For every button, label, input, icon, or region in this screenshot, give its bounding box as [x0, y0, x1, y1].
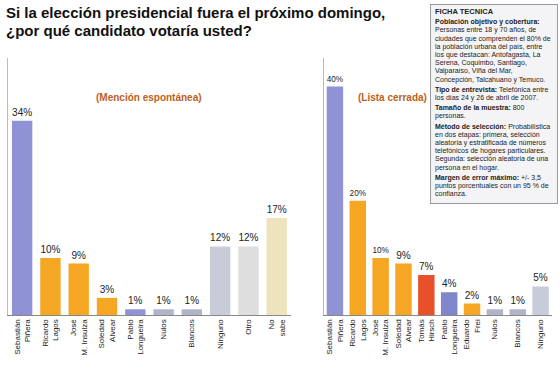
svg-text:Nulos: Nulos [159, 319, 168, 339]
svg-text:12%: 12% [210, 232, 230, 243]
svg-text:9%: 9% [396, 250, 411, 261]
svg-text:34%: 34% [12, 107, 32, 118]
svg-text:40%: 40% [327, 75, 343, 84]
svg-text:TomásHirsch: TomásHirsch [417, 319, 436, 343]
svg-text:4%: 4% [442, 278, 457, 289]
svg-text:SebastiánPiñera: SebastiánPiñera [13, 319, 32, 355]
html-text:Tipo de entrevista: Telefónica: Tipo de entrevista: Telefónica entre los… [435, 85, 549, 101]
svg-text:SoledadAlvear: SoledadAlvear [394, 319, 413, 349]
svg-text:SoledadAlvear: SoledadAlvear [97, 319, 116, 349]
svg-text:1%: 1% [488, 295, 503, 306]
svg-text:PabloLongueira: PabloLongueira [440, 319, 459, 355]
svg-text:JoséM. Insulza: JoséM. Insulza [69, 319, 88, 356]
svg-text:1%: 1% [185, 295, 200, 306]
html-text:Personas entre 18 y 70 años, d: Personas entre 18 y 70 años, de ciudades… [435, 26, 551, 83]
svg-text:Blancos: Blancos [513, 319, 522, 347]
svg-text:RicardoLagos: RicardoLagos [348, 319, 367, 347]
svg-text:Otro: Otro [244, 319, 253, 335]
svg-text:12%: 12% [238, 232, 258, 243]
svg-text:10%: 10% [40, 244, 60, 255]
svg-text:Nulos: Nulos [490, 319, 499, 339]
svg-text:10%: 10% [372, 246, 388, 255]
svg-text:17%: 17% [267, 204, 287, 215]
svg-text:3%: 3% [100, 284, 115, 295]
svg-text:JoséM. Insulza: JoséM. Insulza [371, 319, 390, 356]
svg-text:5%: 5% [533, 272, 548, 283]
svg-text:7%: 7% [419, 261, 434, 272]
svg-text:Nosabe: Nosabe [267, 319, 286, 337]
svg-text:(Mención espontánea): (Mención espontánea) [96, 92, 202, 103]
svg-text:9%: 9% [71, 250, 86, 261]
svg-text:Ninguno: Ninguno [536, 319, 545, 349]
html-text:Método de selección: Probabilí: Método de selección: Probabilística en d… [435, 122, 551, 171]
html-text:Población objetivo y cobertura: Población objetivo y cobertura: [435, 18, 540, 26]
svg-text:1%: 1% [128, 295, 143, 306]
svg-text:1%: 1% [156, 295, 171, 306]
svg-text:EduardoFrei: EduardoFrei [462, 319, 481, 350]
svg-text:1%: 1% [510, 295, 525, 306]
svg-text:(Lista cerrada): (Lista cerrada) [358, 92, 427, 103]
html-text:Tamaño de la muestra: 800 pers: Tamaño de la muestra: 800 personas. [435, 104, 525, 120]
html-text:Si la elección presidencial fu: Si la elección presidencial fuera el pró… [6, 4, 386, 39]
svg-text:Blancos: Blancos [187, 319, 196, 347]
svg-text:20%: 20% [350, 189, 366, 198]
svg-text:RicardoLagos: RicardoLagos [41, 319, 60, 347]
svg-text:PabloLongueira: PabloLongueira [126, 319, 145, 355]
html-text:FICHA TECNICA: FICHA TECNICA [435, 7, 494, 16]
html-text:Margen de error máximo: +/- 3,: Margen de error máximo: +/- 3,5 puntos p… [435, 173, 549, 198]
svg-text:2%: 2% [465, 290, 480, 301]
svg-text:SebastiánPiñera: SebastiánPiñera [325, 319, 344, 355]
svg-text:Ninguno: Ninguno [216, 319, 225, 349]
